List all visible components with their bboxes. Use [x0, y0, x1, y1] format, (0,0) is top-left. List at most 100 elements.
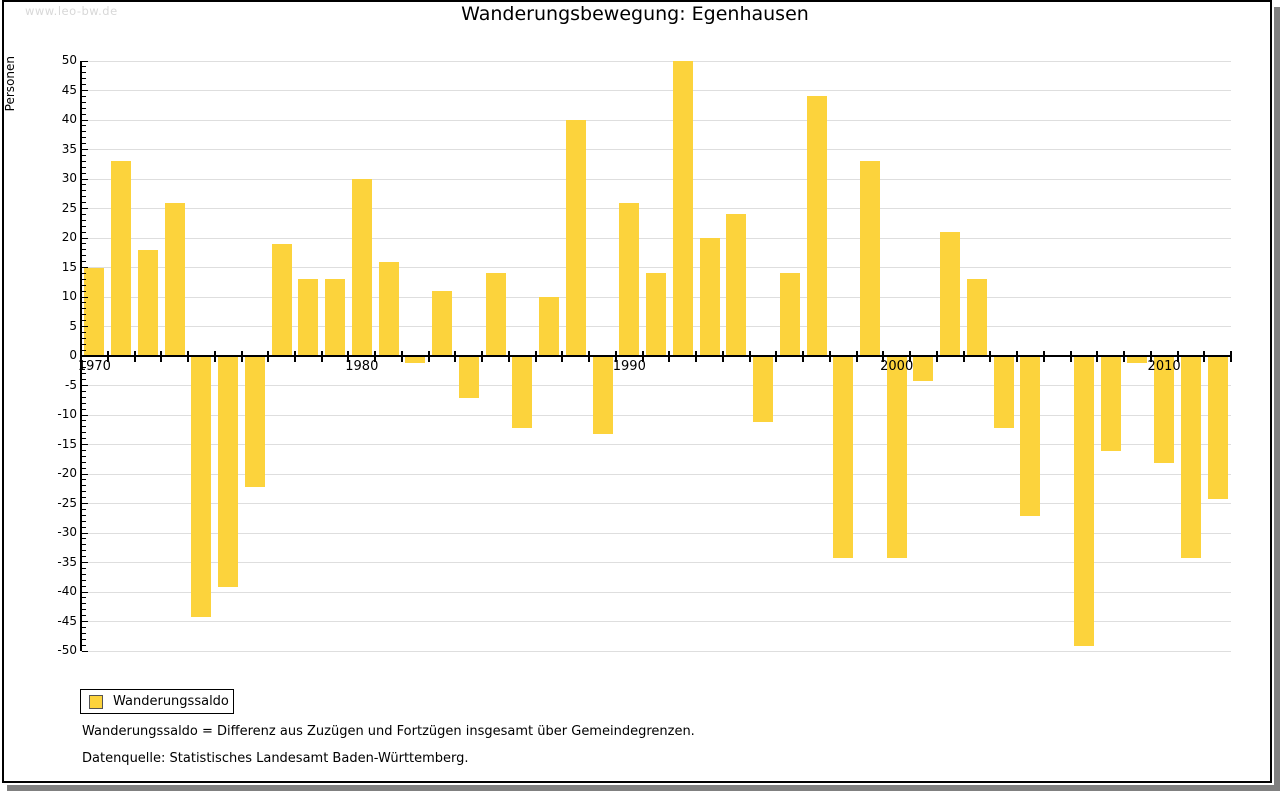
y-tick [82, 249, 86, 251]
bar-1987 [539, 297, 559, 356]
x-tick [962, 351, 965, 362]
legend-box: Wanderungssaldo [80, 689, 234, 714]
y-tick [82, 178, 88, 180]
bar-2002 [940, 232, 961, 356]
x-tick [588, 351, 591, 362]
bar-1982 [405, 357, 426, 363]
y-tick [82, 284, 86, 286]
bar-1971 [111, 161, 132, 356]
legend-label: Wanderungssaldo [113, 694, 229, 709]
y-tick [82, 184, 86, 186]
bar-1989 [592, 357, 613, 434]
bar-2011 [1180, 357, 1201, 558]
bar-2007 [1073, 357, 1094, 647]
bar-1983 [432, 291, 452, 356]
x-tick [1203, 351, 1206, 362]
bar-1977 [271, 243, 292, 356]
y-tick-label: -45 [57, 613, 77, 628]
y-tick-label: 5 [69, 318, 77, 333]
gridline [81, 503, 1231, 504]
y-tick [82, 66, 86, 68]
footnote-definition: Wanderungssaldo = Differenz aus Zuzügen … [82, 724, 695, 739]
gridline [81, 90, 1231, 91]
y-tick-label: -30 [57, 525, 77, 539]
x-tick [1096, 351, 1099, 362]
gridline [81, 621, 1231, 622]
x-tick [1230, 351, 1232, 362]
y-tick [82, 385, 88, 386]
y-tick [82, 621, 88, 622]
y-tick [82, 514, 86, 516]
x-tick-label: 1980 [345, 359, 379, 374]
y-tick-label: 25 [61, 200, 77, 215]
y-tick [82, 143, 86, 145]
y-tick [82, 390, 86, 392]
y-tick [82, 644, 86, 646]
y-tick [82, 444, 88, 445]
gridline [81, 149, 1231, 150]
x-tick [1016, 351, 1018, 362]
x-tick [481, 351, 484, 362]
y-tick [82, 520, 86, 522]
x-tick [721, 351, 724, 362]
x-tick [240, 351, 243, 362]
bar-2001 [913, 357, 934, 381]
y-tick [82, 243, 86, 245]
x-tick [1042, 351, 1045, 362]
x-tick [187, 351, 189, 362]
y-tick-label: 20 [61, 230, 77, 244]
y-tick [82, 473, 88, 475]
x-tick [935, 351, 938, 362]
y-tick [82, 579, 86, 581]
y-tick [82, 107, 86, 109]
y-tick [82, 632, 86, 634]
gridline [81, 178, 1231, 180]
y-tick [82, 101, 86, 103]
gridline [81, 60, 1231, 62]
x-tick [828, 351, 831, 362]
y-tick [82, 585, 86, 587]
y-tick [82, 331, 86, 333]
y-tick [82, 60, 88, 62]
y-tick [82, 573, 86, 575]
x-tick [507, 351, 510, 362]
y-tick-label: 50 [61, 53, 77, 67]
bar-2012 [1207, 357, 1228, 499]
gridline [81, 267, 1231, 268]
x-tick [695, 351, 698, 362]
y-tick [82, 125, 86, 127]
gridline [81, 237, 1231, 239]
y-tick [82, 402, 86, 404]
bar-2005 [1020, 357, 1041, 517]
y-tick [82, 172, 86, 174]
y-tick [82, 308, 86, 310]
x-tick [400, 351, 403, 362]
y-tick [82, 396, 86, 398]
y-tick [82, 420, 86, 422]
y-tick [82, 154, 86, 156]
watermark: www.leo-bw.de [25, 4, 118, 18]
y-tick [82, 550, 86, 552]
bar-1997 [806, 96, 827, 356]
bar-1998 [833, 357, 854, 558]
y-tick [82, 190, 86, 192]
bar-1990 [619, 202, 640, 356]
bar-1979 [325, 279, 346, 356]
y-tick-label: -5 [65, 377, 77, 392]
y-tick [82, 432, 86, 434]
x-tick [748, 351, 751, 362]
x-tick [989, 351, 992, 362]
y-tick [82, 497, 86, 499]
x-tick [347, 351, 350, 362]
y-tick [82, 567, 86, 569]
bar-1984 [458, 357, 479, 399]
x-tick [668, 351, 671, 362]
y-tick [82, 149, 88, 150]
y-tick [82, 650, 88, 652]
x-tick [1069, 351, 1072, 362]
gridline [81, 208, 1231, 209]
x-tick [133, 351, 136, 362]
y-tick [82, 296, 88, 298]
x-tick [641, 351, 644, 362]
